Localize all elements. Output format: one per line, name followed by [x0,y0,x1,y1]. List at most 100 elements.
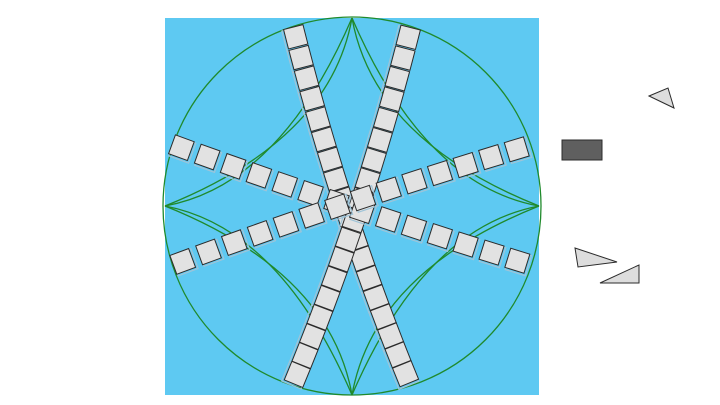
quilt-tile[interactable] [390,360,420,391]
quilt-tile[interactable] [324,193,354,222]
tile-face [395,24,421,51]
quilt-tile[interactable] [375,176,405,205]
quilt-tile[interactable] [401,168,431,197]
tile-face [355,264,383,292]
long-triangle-piece-a[interactable] [574,247,618,268]
quilt-tile[interactable] [321,166,350,196]
quilt-tile[interactable] [358,147,387,175]
quilt-tile[interactable] [318,265,348,294]
quilt-tile[interactable] [195,238,225,268]
tile-face [334,226,362,254]
tile-face [288,44,314,71]
tile-face [400,214,428,242]
quilt-tile[interactable] [387,45,416,73]
quilt-tile[interactable] [246,219,277,249]
tile-face [293,65,320,92]
tile-face [299,85,326,112]
quilt-tile[interactable] [297,85,326,115]
quilt-tile[interactable] [426,159,456,188]
arc-top-right [351,17,540,207]
arc-top-left [164,17,353,207]
tile-face [366,126,394,153]
tile-face [401,168,428,195]
quilt-tile[interactable] [169,247,199,277]
arc-bottom-left [164,205,353,396]
quilt-tile[interactable] [400,214,429,244]
quilt-tile[interactable] [271,171,300,201]
arc-left-lower [164,205,353,396]
tile-face [310,126,337,153]
tile-face [384,65,411,92]
quilt-tile[interactable] [193,143,223,174]
tile-face [245,162,273,189]
tile-face [503,136,530,163]
tile-face [220,229,248,257]
tile-face [324,193,351,220]
tile-face [478,239,505,266]
tile-face [375,176,402,203]
tile-face [504,247,531,274]
quilt-tile[interactable] [381,65,411,94]
tile-face [426,159,454,187]
tile-face [374,206,402,233]
quilt-tile[interactable] [376,86,405,114]
arc-right-lower [351,205,540,396]
quilt-tile[interactable] [452,231,481,261]
tile-face [320,265,348,293]
quilt-tile[interactable] [298,202,328,231]
tile-face [272,211,300,238]
quilt-tile[interactable] [478,239,507,269]
long-triangle-piece-b[interactable] [599,264,640,284]
quilt-tile[interactable] [349,184,379,214]
quilt-tile[interactable] [167,134,197,164]
dark-rectangle-piece[interactable] [561,139,603,161]
tile-face [271,171,299,198]
quilt-tile[interactable] [245,162,274,192]
tile-face [360,147,387,174]
quilt-tile[interactable] [503,136,533,165]
quilt-tile[interactable] [272,211,302,240]
tile-face [391,360,420,388]
tile-face [298,202,325,229]
tile-face [167,134,195,162]
arc-left-upper [164,17,353,207]
tile-face [219,152,247,180]
quilt-tile[interactable] [220,229,251,258]
tile-face [282,24,309,50]
arc-right-upper [351,17,540,207]
small-triangle-piece[interactable] [647,87,675,109]
tile-face [304,106,331,133]
tile-face [452,151,479,179]
quilt-tile[interactable] [219,152,249,183]
tile-face [349,184,377,212]
quilt-tile[interactable] [286,44,314,73]
quilt-tile[interactable] [280,360,312,390]
construction-arcs [162,16,542,396]
quilt-tile[interactable] [452,151,482,180]
quilt-tile[interactable] [368,303,397,333]
quilt-tile[interactable] [309,126,337,156]
tile-face [297,179,324,207]
tile-strips [167,24,533,391]
tile-face [313,284,341,312]
piece-palette [561,87,675,284]
tile-face [478,144,505,171]
quilt-tile[interactable] [504,247,533,277]
tile-face [426,223,454,250]
tile-face [378,86,405,113]
quilt-tile[interactable] [297,179,326,210]
quilt-tile[interactable] [478,144,507,172]
tile-face [283,360,312,389]
tile-face [372,106,399,133]
tile-face [246,219,274,247]
tile-face [195,238,222,266]
arc-bottom-right [351,205,540,396]
quilt-tile[interactable] [332,226,362,255]
tile-face [327,245,355,273]
tile-face [348,245,376,272]
quilt-tile[interactable] [374,206,404,236]
tile-face [316,146,344,173]
quilt-tile[interactable] [426,223,455,253]
tile-face [390,45,416,71]
